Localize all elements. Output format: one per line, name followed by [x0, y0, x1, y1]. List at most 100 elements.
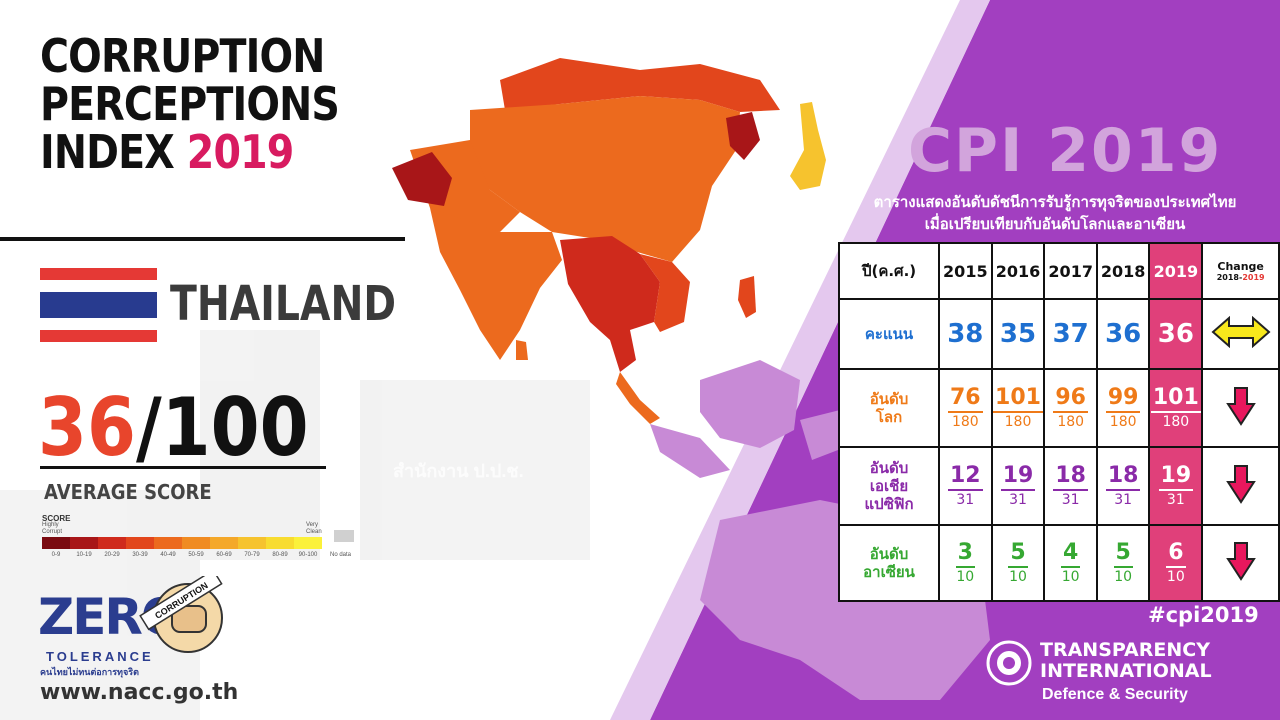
asia-rank-label: อันดับ เอเชีย แปซิฟิก	[837, 446, 941, 526]
unchanged-arrow-icon	[1211, 315, 1271, 349]
asia-label-3: แปซิฟิก	[864, 495, 914, 513]
legend-range-label: 90-100	[298, 552, 318, 558]
score-value: 36	[38, 381, 136, 474]
asean-label-1: อันดับ	[869, 545, 909, 563]
afghanistan-region	[392, 152, 452, 206]
world-rank-row: อันดับ โลก 76 180 101 180 96 180 99 180 101 18…	[837, 368, 1280, 448]
world-2019-total: 180	[1162, 414, 1190, 430]
asean-change	[1201, 524, 1280, 602]
asia-2019: 19 31	[1148, 446, 1204, 526]
world-2016-total: 180	[1004, 414, 1032, 430]
indochina-region	[640, 254, 690, 332]
world-2016-rank: 101	[993, 385, 1043, 413]
zero-tolerance-label: TOLERANCE	[46, 649, 154, 664]
asia-2016: 19 31	[990, 446, 1046, 526]
asean-2019-rank: 6	[1166, 540, 1186, 568]
legend-range-label: 10-19	[76, 552, 92, 558]
asean-2019-total: 10	[1166, 569, 1185, 585]
legend-color-scale	[42, 537, 322, 549]
legend-swatch	[294, 537, 322, 549]
legend-range-label: 0-9	[51, 552, 61, 558]
sumatra-region	[650, 424, 730, 478]
legend-range-label: 60-69	[216, 552, 232, 558]
asia-label-2: เอเชีย	[869, 477, 909, 495]
world-rank-label: อันดับ โลก	[837, 368, 941, 448]
score-2015: 38	[938, 298, 993, 370]
zero-thai-tagline: คนไทยไม่ทนต่อการทุจริต	[40, 667, 139, 677]
score-change	[1201, 298, 1280, 370]
asia-2017-total: 31	[1061, 492, 1080, 508]
title-line-3: INDEX 2019	[40, 128, 339, 176]
asia-2016-rank: 19	[1000, 463, 1036, 491]
legend-range-label: 30-39	[132, 552, 148, 558]
india-region	[430, 208, 562, 360]
anti-corruption-fist-icon: CORRUPTION	[139, 576, 223, 653]
legend-swatch	[70, 537, 98, 549]
legend-range-label: 50-59	[188, 552, 204, 558]
world-2019-rank: 101	[1150, 385, 1201, 413]
legend-low-label: Highly Corrupt	[42, 522, 63, 535]
asia-2019-total: 31	[1166, 492, 1185, 508]
change-period: 2018-2019	[1216, 273, 1265, 282]
asean-2017-total: 10	[1061, 569, 1080, 585]
country-name: THAILAND	[170, 276, 397, 332]
year-2018-header: 2018	[1095, 242, 1151, 300]
hashtag: #cpi2019	[1148, 603, 1259, 627]
down-arrow-icon	[1225, 465, 1256, 504]
year-2017-header: 2017	[1043, 242, 1098, 300]
title-year: 2019	[186, 125, 295, 179]
year-header-cell: ปี(ค.ศ.)	[837, 242, 941, 300]
asean-2018: 5 10	[1095, 524, 1151, 602]
score-label: AVERAGE SCORE	[44, 480, 212, 504]
score-2017: 37	[1043, 298, 1098, 370]
asia-2018-rank: 18	[1105, 463, 1141, 491]
asia-2017: 18 31	[1043, 446, 1098, 526]
asean-2018-rank: 5	[1113, 540, 1133, 568]
subtitle-line-2: เมื่อเปรียบเทียบกับอันดับโลกและอาเซียน	[924, 216, 1186, 233]
asean-2015: 3 10	[938, 524, 993, 602]
legend-swatch	[98, 537, 126, 549]
year-2019-header: 2019	[1148, 242, 1204, 300]
asean-2016: 5 10	[990, 524, 1046, 602]
ti-name-line-2: INTERNATIONAL	[1040, 660, 1212, 682]
asean-2019: 6 10	[1148, 524, 1204, 602]
table-subtitle: ตารางแสดงอันดับดัชนีการรับรู้การทุจริตขอ…	[840, 192, 1270, 236]
asia-2018-total: 31	[1114, 492, 1133, 508]
sulawesi-region	[800, 410, 840, 460]
thailand-flag-icon	[40, 268, 157, 342]
borneo-region	[700, 360, 800, 448]
change-label: Change	[1217, 260, 1264, 273]
asia-2015-rank: 12	[948, 463, 983, 491]
mainland-sea-region	[560, 236, 660, 372]
down-arrow-icon	[1225, 542, 1256, 581]
score-2018: 36	[1095, 298, 1151, 370]
world-2017-rank: 96	[1053, 385, 1088, 413]
world-2015: 76 180	[938, 368, 993, 448]
score-row-label: คะแนน	[837, 298, 941, 370]
nacc-website-link[interactable]: www.nacc.go.th	[40, 680, 239, 705]
title-line-1: CORRUPTION	[40, 29, 325, 83]
asean-2016-rank: 5	[1008, 540, 1028, 568]
asean-2018-total: 10	[1114, 569, 1133, 585]
world-2017: 96 180	[1043, 368, 1098, 448]
title-index-word: INDEX	[40, 125, 175, 179]
score-max: /100	[135, 381, 309, 474]
philippines-region	[738, 276, 756, 318]
year-2015-header: 2015	[938, 242, 993, 300]
world-label-2: โลก	[875, 408, 903, 426]
asia-pacific-rank-row: อันดับ เอเชีย แปซิฟิก 12 31 19 31 18 31 18 31 …	[837, 446, 1280, 526]
world-2015-rank: 76	[948, 385, 983, 413]
asean-rank-row: อันดับ อาเซียน 3 10 5 10 4 10 5 10 6 10	[837, 524, 1280, 602]
cpi-heading: CPI 2019	[908, 116, 1223, 186]
world-2015-total: 180	[951, 414, 979, 430]
zero-logo-text: ZER	[38, 588, 143, 646]
asia-change	[1201, 446, 1280, 526]
china-region	[470, 96, 740, 262]
legend-range-labels: 0-9 10-19 20-29 30-39 40-49 50-59 60-69 70-79 80…	[42, 552, 322, 558]
malay-peninsula	[616, 372, 660, 424]
asia-label-1: อันดับ	[869, 459, 909, 477]
legend-range-label: 40-49	[160, 552, 176, 558]
score-row: คะแนน 38 35 37 36 36	[837, 298, 1280, 370]
legend-swatch	[182, 537, 210, 549]
